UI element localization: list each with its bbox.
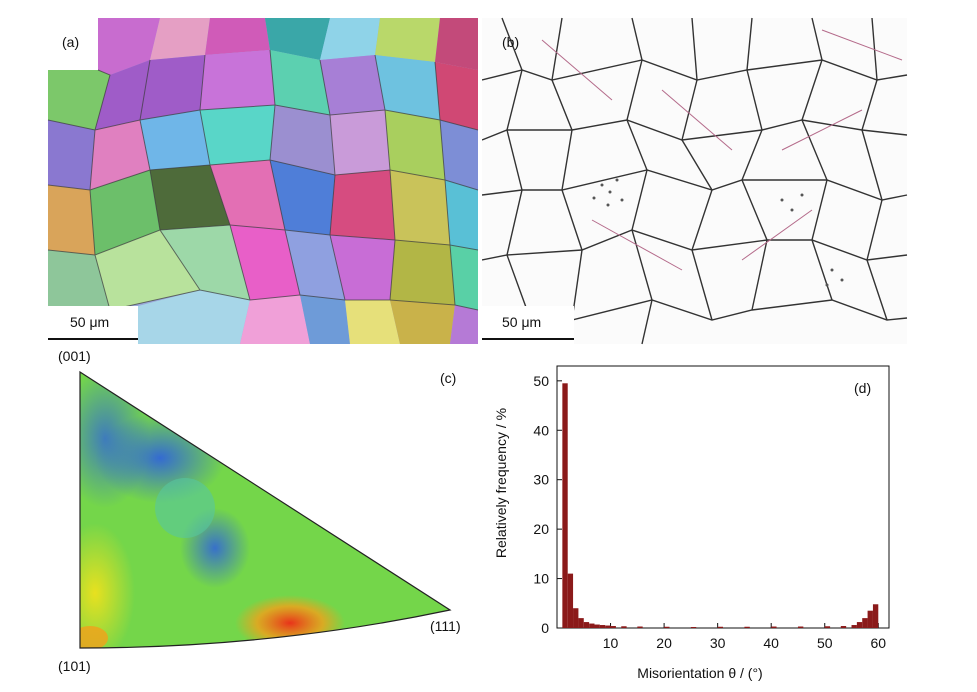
pole-111-label: (111) xyxy=(430,618,461,634)
x-axis-label: Misorientation θ / (°) xyxy=(637,665,762,681)
misorientation-histogram: 0 10 20 30 40 50 10 20 30 40 50 60 Relatively frequ… xyxy=(493,365,890,681)
histogram-bar xyxy=(872,604,879,628)
y-tick-label: 30 xyxy=(533,472,549,488)
histogram-bar xyxy=(771,626,777,628)
histogram-bar xyxy=(567,573,574,628)
panel-b-scale-text: 50 μm xyxy=(502,314,542,330)
x-tick-label: 50 xyxy=(817,635,833,651)
histogram-bar xyxy=(744,626,750,628)
panel-b-scale-bar: 50 μm xyxy=(482,306,574,344)
histogram-bar xyxy=(637,626,643,628)
panel-d-misorientation-chart: 0 10 20 30 40 50 10 20 30 40 50 60 Relatively frequ… xyxy=(482,348,977,687)
y-tick-label: 0 xyxy=(541,620,549,636)
x-tick-label: 10 xyxy=(603,635,619,651)
pole-001-label: (001) xyxy=(58,348,91,364)
pole-figure-outline xyxy=(79,370,452,649)
histogram-bar xyxy=(610,626,616,628)
histogram-bar xyxy=(824,626,831,628)
histogram-bar xyxy=(717,626,723,628)
panel-c-label: (c) xyxy=(440,370,457,386)
histogram-bar xyxy=(862,618,868,628)
histogram-bar xyxy=(589,623,595,628)
y-tick-label: 40 xyxy=(533,422,549,438)
y-axis-label: Relatively frequency / % xyxy=(493,408,509,558)
x-tick-label: 20 xyxy=(656,635,672,651)
panel-a-orientation-map: (a) 50 μm xyxy=(0,0,482,350)
histogram-bar xyxy=(690,627,697,628)
histogram-bar xyxy=(797,626,804,628)
histogram-bar xyxy=(594,624,600,628)
plot-frame xyxy=(556,365,890,629)
x-tick-label: 30 xyxy=(710,635,726,651)
histogram-bar xyxy=(605,625,611,628)
panel-c-inverse-pole-figure: (001) (101) (111) (c) xyxy=(0,348,482,687)
panel-b-scale-line xyxy=(482,338,574,340)
histogram-bar xyxy=(573,608,579,628)
histogram-bar xyxy=(562,383,568,628)
x-tick-label: 60 xyxy=(871,635,887,651)
panel-a-scale-bar: 50 μm xyxy=(48,306,138,344)
histogram-bar xyxy=(578,618,584,628)
histogram-bar xyxy=(856,622,863,628)
panel-a-scale-text: 50 μm xyxy=(70,314,110,330)
y-tick-label: 50 xyxy=(533,373,549,389)
histogram-bar xyxy=(583,622,590,628)
y-tick-label: 20 xyxy=(533,521,549,537)
histogram-bar xyxy=(851,625,857,628)
pole-101-label: (101) xyxy=(58,658,91,674)
panel-b-boundary-map: (b) 50 μm xyxy=(481,0,977,350)
histogram-bar xyxy=(599,625,606,628)
x-tick-label: 40 xyxy=(763,635,779,651)
panel-b-label: (b) xyxy=(502,34,520,50)
histogram-bar xyxy=(621,626,627,628)
histogram-bar xyxy=(664,626,670,628)
histogram-bar xyxy=(867,610,873,628)
histogram-bar xyxy=(840,626,847,628)
panel-a-label: (a) xyxy=(62,34,80,50)
pole-figure-image xyxy=(79,370,452,649)
y-tick-label: 10 xyxy=(533,571,549,587)
boundary-map-image xyxy=(481,17,908,345)
plot-area: 0 10 20 30 40 50 10 20 30 40 50 60 xyxy=(533,365,890,651)
orientation-map-image xyxy=(47,18,479,344)
panel-d-label: (d) xyxy=(854,380,871,396)
panel-a-scale-line xyxy=(48,338,138,340)
